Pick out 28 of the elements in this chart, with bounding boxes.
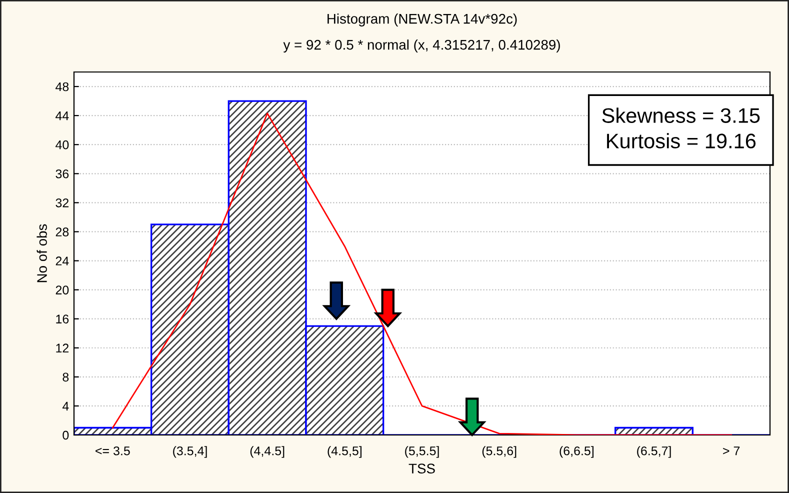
y-axis-title: No of obs (36, 224, 47, 282)
x-tick-label: (5.5,6] (482, 446, 516, 458)
annotation: Kurtosis = 19.16 (607, 133, 756, 148)
chart-title: Histogram (NEW.STA 14v*92c) (328, 14, 517, 26)
y-tick-label: 36 (56, 169, 69, 178)
y-tick-label: 4 (62, 402, 69, 410)
y-tick-label: 28 (56, 228, 69, 236)
chart-subtitle: y = 92 * 0.5 * normal (x, 4.315217, 0.410289) (283, 40, 560, 52)
x-tick-label: (5,5.5] (405, 446, 439, 458)
x-tick-label: <= 3.5 (96, 446, 130, 456)
x-tick-label: (6.5,7] (637, 446, 671, 458)
x-axis-title: TSS (408, 464, 435, 474)
y-tick-label: 32 (56, 198, 69, 208)
x-tick-label: (6,6.5] (560, 446, 594, 458)
x-tick-label: > 7 (723, 446, 740, 456)
x-tick-label: (3.5,4] (173, 446, 207, 458)
x-tick-label: (4.5,5] (328, 446, 362, 458)
y-tick-label: 16 (56, 314, 69, 324)
y-tick-label: 20 (56, 286, 69, 294)
y-tick-label: 24 (56, 256, 69, 266)
y-tick-label: 0 (62, 430, 69, 440)
y-tick-label: 44 (56, 111, 69, 120)
y-tick-label: 12 (56, 344, 69, 352)
y-tick-label: 8 (62, 372, 69, 382)
annotation: Skewness = 3.15 (602, 108, 760, 123)
x-tick-label: (4,4.5] (250, 446, 284, 458)
y-tick-label: 48 (56, 82, 69, 92)
y-tick-label: 40 (56, 140, 69, 150)
